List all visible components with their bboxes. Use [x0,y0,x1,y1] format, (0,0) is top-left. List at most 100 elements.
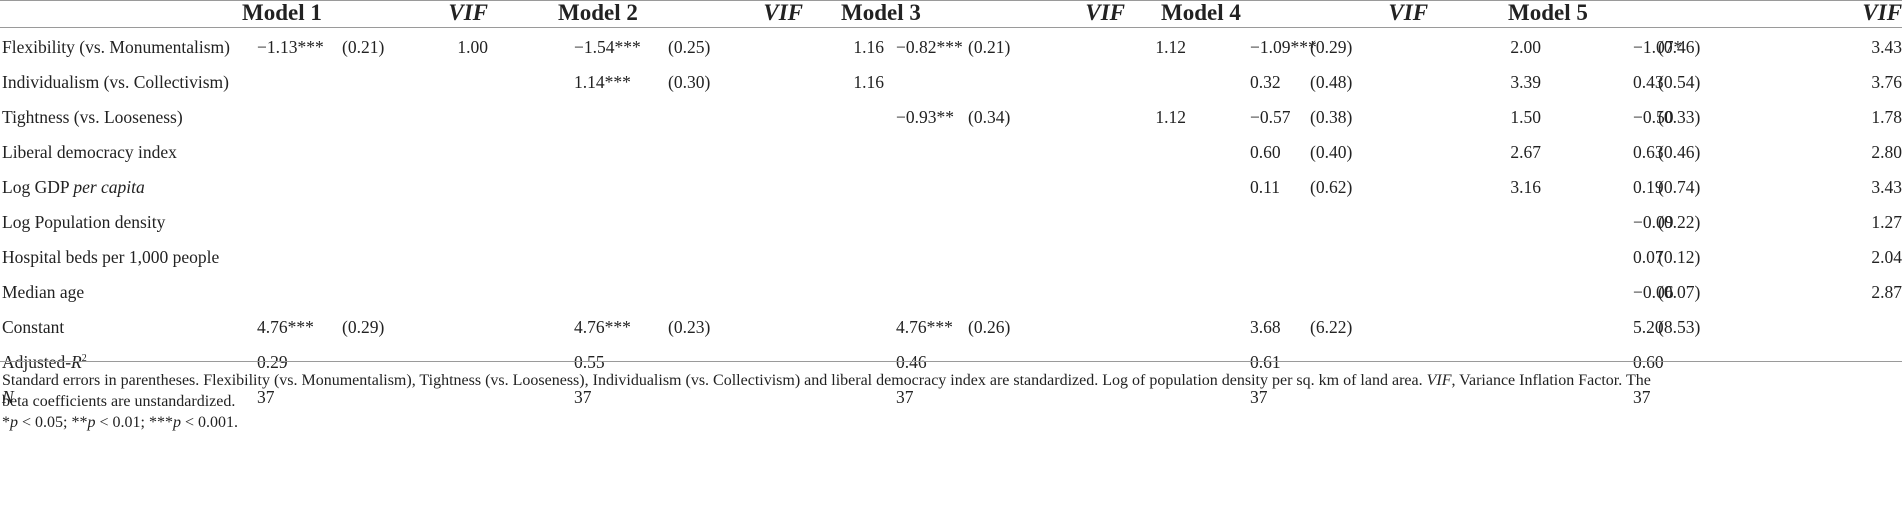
sig-p: p [87,414,96,431]
table-row: Constant 4.76*** (0.29) 4.76*** (0.23) 4.76**… [0,310,1902,345]
coefficient-cell [242,275,342,310]
coefficient-cell [488,275,668,310]
row-label-text: Hospital beds per 1,000 people [2,247,220,267]
vif-1-header: VIF [448,0,488,25]
standard-error-cell [968,205,1068,240]
standard-error-cell [342,240,414,275]
vif-cell [1420,240,1541,275]
row-label: Hospital beds per 1,000 people [0,240,242,275]
coefficient-cell [884,65,968,100]
coefficient-cell: 0.32 [1250,72,1281,92]
coefficient-cell: 0.63 [1633,142,1664,162]
standard-error-cell: (8.53) [1658,317,1701,337]
vif-cell [414,65,488,100]
standard-error-cell [668,170,766,205]
header-blank [0,0,242,26]
coefficient-cell: −0.09 [1633,212,1674,232]
coefficient-cell: −1.54*** [574,37,641,57]
row-label: Individualism (vs. Collectivism) [0,65,242,100]
vif-cell: 1.12 [1155,37,1186,57]
table-row: Tightness (vs. Looseness) −0.93** (0.34) 1.… [0,100,1902,135]
header-gap-1 [342,0,414,26]
standard-error-cell: (0.38) [1310,107,1353,127]
table-row: N 37 37 37 37 37 [0,380,1902,415]
vif-cell: 1.16 [853,37,884,57]
vif-cell [766,240,884,275]
standard-error-cell [342,100,414,135]
standard-error-cell: (0.48) [1310,72,1353,92]
sig-threshold-2: < 0.01; *** [95,414,173,431]
vif-2-header: VIF [763,0,804,25]
row-label: Liberal democracy index [0,135,242,170]
standard-error-cell: (0.07) [1658,282,1701,302]
row-label: Log Population density [0,205,242,240]
row-label: Constant [0,310,242,345]
coefficient-cell [884,135,968,170]
vif-cell: 2.04 [1871,247,1902,267]
coefficient-cell: −1.07* [1633,37,1683,57]
standard-error-cell [668,100,766,135]
coefficient-cell: 37 [574,387,592,407]
standard-error-cell [668,275,766,310]
row-label: Log GDP per capita [0,170,242,205]
vif-cell: 3.16 [1510,177,1541,197]
coefficient-cell [884,170,968,205]
model-3-header: Model 3 [841,0,921,25]
standard-error-cell [968,135,1068,170]
model-4-header: Model 4 [1161,0,1241,25]
vif-4-header: VIF [1388,0,1429,25]
row-label-text: Flexibility (vs. Monumentalism) [2,37,230,57]
coefficient-cell: 0.11 [1250,177,1280,197]
vif-cell [1068,135,1186,170]
vif-cell [414,170,488,205]
standard-error-cell [342,205,414,240]
vif-cell [1420,310,1541,345]
vif-cell: 3.43 [1871,177,1902,197]
row-label: Median age [0,275,242,310]
regression-table: Model 1 VIF Model 2 VIF Model 3 VIF Mode… [0,0,1902,26]
vif-cell: 3.39 [1510,72,1541,92]
table-row: Hospital beds per 1,000 people 0.07 (0.12)… [0,240,1902,275]
vif-cell [1420,275,1541,310]
vif-3-header: VIF [1085,0,1126,25]
row-label-text: Constant [2,317,65,337]
vif-cell [766,100,884,135]
standard-error-cell [342,65,414,100]
standard-error-cell: (0.74) [1658,177,1701,197]
vif-cell: 2.67 [1510,142,1541,162]
vif-cell [1068,65,1186,100]
header-row: Model 1 VIF Model 2 VIF Model 3 VIF Mode… [0,0,1902,26]
coefficient-cell [884,275,968,310]
standard-error-cell: (0.12) [1658,247,1701,267]
sig-p: p [172,414,181,431]
vif-cell [1420,205,1541,240]
coefficient-cell: 5.20 [1633,317,1664,337]
table-row: Flexibility (vs. Monumentalism) −1.13*** (… [0,30,1902,65]
standard-error-cell [668,205,766,240]
coefficient-cell: 3.68 [1250,317,1281,337]
standard-error-cell: (0.33) [1658,107,1701,127]
standard-error-cell: (0.29) [1310,37,1353,57]
coefficient-cell [1186,240,1310,275]
vif-cell: 2.80 [1871,142,1902,162]
coefficient-cell: 0.61 [1250,352,1281,372]
table-footnote: Standard errors in parentheses. Flexibil… [2,370,1882,433]
standard-error-cell [968,275,1068,310]
standard-error-cell: (0.21) [968,37,1011,57]
standard-error-cell: (0.22) [1658,212,1701,232]
vif-cell [1068,240,1186,275]
vif-cell [766,170,884,205]
coefficient-cell: 4.76*** [257,317,314,337]
coefficient-cell: 0.43 [1633,72,1664,92]
standard-error-cell [668,240,766,275]
coefficient-cell [1186,205,1310,240]
coefficient-cell [488,240,668,275]
footnote-text-line2: beta coefficients are unstandardized. [2,393,236,410]
vif-cell [414,275,488,310]
standard-error-cell: (0.23) [668,317,711,337]
coefficient-cell [242,205,342,240]
standard-error-cell: (0.25) [668,37,711,57]
model-5-header: Model 5 [1508,0,1588,25]
vif-5-header: VIF [1862,0,1902,25]
coefficient-cell: −0.93** [896,107,954,127]
